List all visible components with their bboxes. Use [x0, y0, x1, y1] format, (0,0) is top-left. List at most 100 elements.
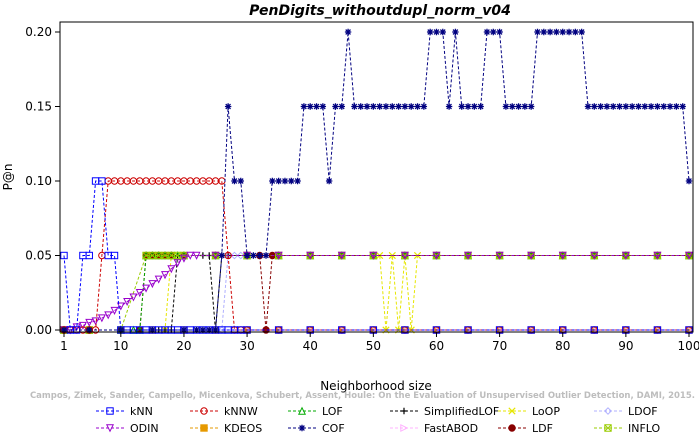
series-point: [439, 28, 446, 36]
series-point: [123, 297, 132, 307]
x-tick-label: 70: [492, 339, 507, 353]
series-point: [60, 251, 68, 260]
legend-item-ldof: LDOF: [594, 405, 658, 418]
series-point: [395, 103, 402, 110]
y-tick-label: 0.15: [25, 100, 52, 114]
series-point: [509, 103, 516, 110]
series-point: [262, 252, 270, 259]
y-tick-label: 0.20: [25, 25, 52, 39]
series-point: [464, 251, 473, 260]
series-point: [641, 103, 649, 110]
series-point: [527, 103, 535, 110]
series-point: [490, 28, 497, 36]
series-point: [243, 252, 251, 259]
series-point: [590, 326, 599, 334]
series-point: [206, 326, 213, 334]
legend-label: SimplifiedLOF: [424, 405, 499, 418]
x-tick-label: 10: [113, 339, 128, 353]
series-point: [578, 28, 585, 36]
x-tick-label: 1: [60, 339, 68, 353]
legend-label: COF: [322, 422, 345, 434]
series-point: [129, 293, 138, 302]
series-point: [673, 103, 680, 110]
series-point: [351, 103, 358, 110]
series-point: [179, 254, 188, 263]
series-point: [148, 280, 157, 289]
series-point: [363, 103, 371, 110]
legend-item-kdeos: KDEOS: [190, 422, 262, 434]
series-point: [464, 326, 472, 334]
series-point: [344, 28, 352, 36]
series-point: [401, 326, 409, 334]
series-point: [60, 326, 68, 334]
y-tick-label: 0.05: [25, 249, 52, 263]
credit-text: Campos, Zimek, Sander, Campello, Micenko…: [30, 391, 695, 401]
series-point: [553, 28, 560, 36]
series-point: [420, 103, 428, 110]
series-point: [199, 326, 207, 334]
series-point: [426, 28, 434, 36]
legend-item-odin: ODIN: [96, 422, 159, 434]
x-tick-label: 50: [366, 339, 381, 353]
series-point: [654, 103, 661, 110]
series-point: [464, 103, 472, 110]
legend-label: LoOP: [532, 405, 560, 418]
series-point: [685, 177, 693, 185]
series-point: [400, 251, 409, 260]
series-point: [294, 177, 301, 185]
series-point: [250, 252, 257, 259]
series-point: [186, 251, 195, 260]
series-point: [193, 326, 200, 334]
x-tick-label: 40: [303, 339, 318, 353]
series-point: [610, 103, 617, 110]
series-cof: [60, 28, 693, 334]
series-line: [63, 180, 689, 331]
legend-item-simplifiedlof: SimplifiedLOF: [390, 405, 499, 418]
series-point: [306, 251, 315, 260]
series-point: [527, 326, 535, 334]
series-point: [432, 251, 441, 260]
series-point: [231, 177, 238, 185]
series-point: [616, 103, 623, 110]
series-point: [590, 251, 599, 260]
y-axis-label: P@n: [1, 164, 15, 191]
series-point: [332, 103, 339, 110]
series-point: [679, 103, 686, 110]
series-point: [85, 251, 93, 260]
series-point: [275, 177, 282, 185]
series-point: [337, 251, 346, 260]
series-point: [117, 326, 125, 334]
series-point: [603, 103, 611, 110]
series-point: [496, 28, 503, 36]
series-point: [288, 177, 295, 185]
series-point: [508, 407, 516, 415]
series-point: [604, 407, 612, 415]
legend-item-loop: LoOP: [498, 405, 560, 418]
series-point: [370, 103, 377, 110]
series-point: [313, 103, 320, 110]
series-point: [546, 28, 554, 36]
series-point: [376, 103, 383, 110]
series-point: [200, 407, 208, 415]
series-point: [105, 424, 115, 433]
series-point: [307, 103, 314, 110]
series-point: [86, 326, 93, 334]
series-point: [591, 103, 598, 110]
series-point: [236, 251, 245, 260]
series-point: [167, 265, 176, 274]
series-point: [452, 28, 459, 36]
series-point: [161, 271, 170, 280]
series-point: [382, 103, 390, 110]
series-point: [527, 251, 536, 260]
legend-item-fastabod: FastABOD: [390, 422, 478, 434]
x-axis: 1 10 20 30 40 50 60 70 80 90 100: [60, 332, 699, 353]
series-point: [572, 28, 579, 36]
series-point: [256, 252, 263, 259]
legend-label: kNN: [130, 405, 153, 418]
legend-item-cof: COF: [288, 422, 345, 434]
series-point: [230, 251, 239, 260]
series-point: [604, 424, 612, 432]
series-point: [97, 314, 106, 323]
series-point: [269, 177, 276, 185]
series-point: [471, 103, 478, 110]
